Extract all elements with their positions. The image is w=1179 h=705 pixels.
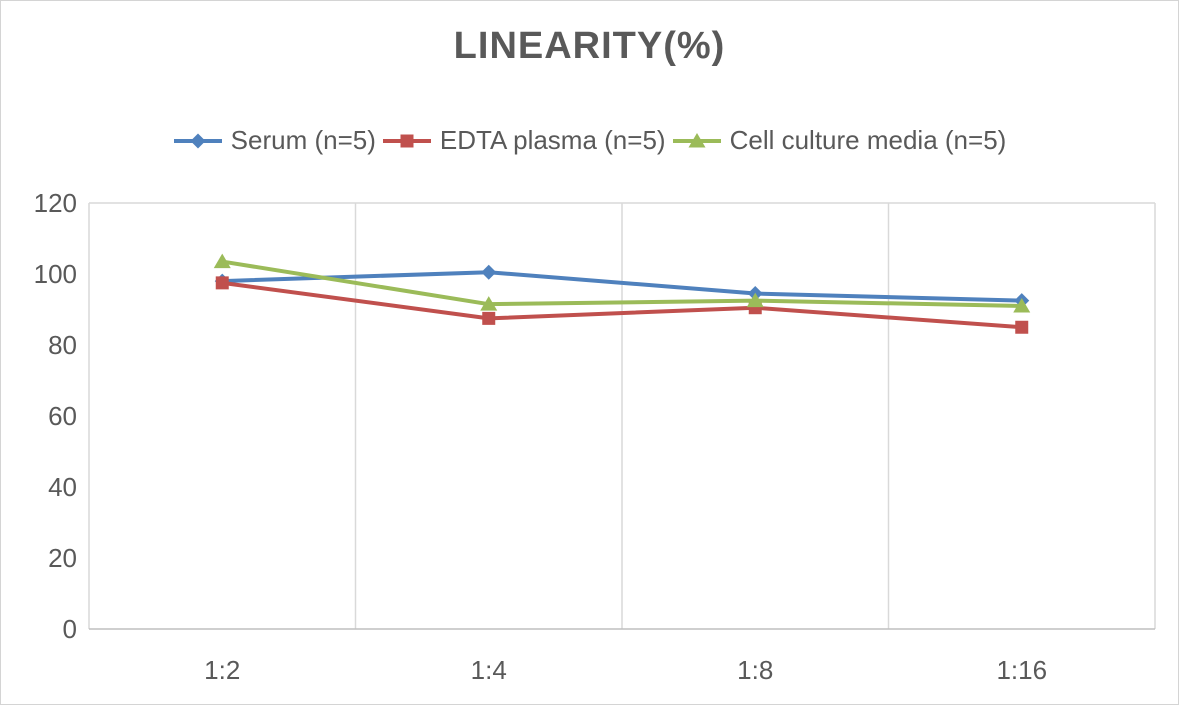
triangle-marker-icon xyxy=(480,296,498,311)
square-legend-marker-icon xyxy=(382,134,431,147)
square-marker-icon xyxy=(1015,320,1029,334)
chart-legend: Serum (n=5) EDTA plasma (n=5) Cell cultu… xyxy=(1,125,1178,156)
triangle-legend-marker-icon xyxy=(672,132,721,147)
y-axis-tick-label: 80 xyxy=(48,330,77,360)
y-axis-tick-label: 100 xyxy=(33,259,77,289)
y-axis-tick-label: 20 xyxy=(48,543,77,573)
legend-label: EDTA plasma (n=5) xyxy=(439,125,666,155)
series-line-2 xyxy=(220,259,1024,308)
x-axis-tick-label: 1:16 xyxy=(996,655,1048,685)
legend-item-0: Serum (n=5) xyxy=(173,125,376,156)
legend-label: Cell culture media (n=5) xyxy=(729,125,1007,155)
x-axis-tick-label: 1:2 xyxy=(204,655,241,685)
legend-item-1: EDTA plasma (n=5) xyxy=(382,125,666,156)
square-marker-icon xyxy=(482,311,496,325)
y-axis-tick-label: 120 xyxy=(33,188,77,218)
y-axis-tick-label: 0 xyxy=(62,614,77,644)
triangle-marker-icon xyxy=(1013,297,1031,313)
triangle-marker-icon xyxy=(213,253,231,269)
triangle-marker-icon xyxy=(746,292,764,308)
diamond-marker-icon xyxy=(481,264,497,280)
x-axis-tick-label: 1:8 xyxy=(737,655,774,685)
series-line-0 xyxy=(220,270,1024,303)
series-line-1 xyxy=(220,280,1024,330)
y-axis-tick-label: 40 xyxy=(48,472,77,502)
legend-item-2: Cell culture media (n=5) xyxy=(672,125,1007,156)
chart-title: LINEARITY(%) xyxy=(453,25,726,67)
square-marker-icon xyxy=(215,276,229,290)
diamond-legend-marker-icon xyxy=(173,133,222,148)
x-axis-tick-label: 1:4 xyxy=(470,655,507,685)
legend-label: Serum (n=5) xyxy=(230,125,376,155)
y-axis-tick-label: 60 xyxy=(48,401,77,431)
